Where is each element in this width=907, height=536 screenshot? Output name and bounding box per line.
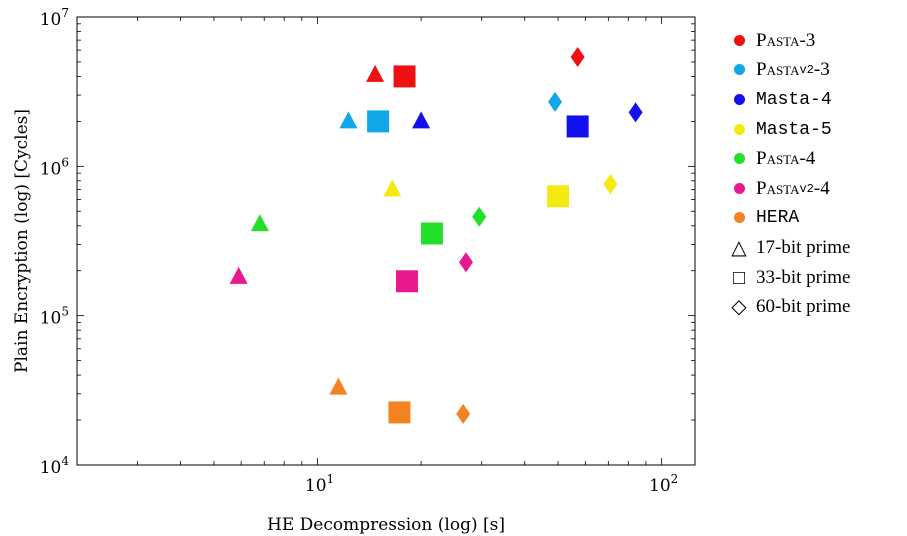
data-point-square	[547, 185, 570, 208]
legend-label: HERA	[756, 208, 800, 229]
legend-color-dot	[728, 119, 750, 141]
legend-entry: HERA	[728, 204, 850, 234]
legend-label: Pasta	[756, 177, 800, 199]
data-point-square	[367, 110, 390, 133]
data-point-square	[388, 401, 411, 424]
y-tick-label: 107	[40, 6, 69, 30]
legend-color-dot	[728, 178, 750, 200]
legend-label-suffix: -4	[813, 177, 830, 199]
triangle-icon: △	[731, 236, 747, 259]
axis-ticks	[76, 16, 695, 466]
data-point-diamond	[603, 174, 618, 195]
legend-entry: Masta -5	[728, 115, 850, 145]
legend-label-subscript: v2	[799, 63, 814, 78]
legend-entry-square: □ 33-bit prime	[728, 263, 851, 293]
data-point-triangle	[229, 266, 248, 284]
axis-tick-labels: 101 102 104 105 106 107	[40, 6, 679, 496]
x-axis-label: HE Decompression (log) [s]	[267, 515, 505, 535]
diamond-icon: ◇	[731, 296, 747, 319]
legend-entry-triangle: △ 17-bit prime	[728, 233, 850, 263]
y-tick-label: 104	[40, 454, 70, 478]
legend-color-dot	[728, 30, 750, 52]
data-point-square	[420, 222, 443, 245]
legend-label-subscript: v2	[799, 181, 814, 196]
legend-label: Masta	[756, 89, 811, 110]
legend-color-dot	[728, 59, 750, 81]
legend-label: 17-bit prime	[756, 236, 851, 258]
legend-entry: Pasta v2 -3	[728, 56, 850, 86]
data-point-square	[396, 270, 419, 293]
plot-frame	[76, 16, 696, 466]
legend-label: 60-bit prime	[756, 296, 851, 318]
data-point-diamond	[628, 102, 643, 123]
legend-entry: Masta -4	[728, 85, 850, 115]
data-point-diamond	[548, 91, 563, 112]
legend-label-suffix: -4	[810, 89, 832, 110]
legend-color-dot	[728, 148, 750, 170]
data-point-triangle	[412, 111, 431, 129]
legend-label-suffix: -3	[813, 59, 830, 81]
legend-label-suffix: -5	[810, 119, 832, 140]
data-point-square	[393, 65, 416, 88]
y-tick-label: 106	[40, 155, 69, 179]
x-tick-label: 102	[649, 472, 678, 496]
data-point-square	[566, 115, 589, 138]
data-point-triangle	[339, 111, 358, 129]
legend: Pasta -3 Pasta v2 -3 Masta -4 Masta -5 Pasta -4 Pas…	[728, 26, 850, 322]
legend-entry: Pasta v2 -4	[728, 174, 850, 204]
legend-label-suffix: -4	[799, 148, 816, 170]
data-point-diamond	[570, 46, 585, 67]
legend-color-dot	[728, 207, 750, 229]
legend-label: Masta	[756, 119, 811, 140]
y-tick-label: 105	[40, 305, 69, 329]
legend-entry: Pasta -3	[728, 26, 850, 56]
legend-label: Pasta	[756, 29, 800, 51]
y-axis-label: Plain Encryption (log) [Cycles]	[12, 109, 32, 373]
data-points	[229, 46, 643, 424]
data-point-diamond	[456, 403, 471, 424]
legend-label: 33-bit prime	[756, 266, 851, 288]
legend-entry: Pasta -4	[728, 144, 850, 174]
legend-color-dot	[728, 89, 750, 111]
data-point-diamond	[458, 252, 473, 273]
data-point-diamond	[472, 206, 487, 227]
data-point-triangle	[250, 214, 269, 232]
legend-entry-diamond: ◇ 60-bit prime	[728, 292, 850, 322]
x-tick-label: 101	[305, 472, 334, 496]
legend-label: Pasta	[756, 148, 800, 170]
square-icon: □	[732, 266, 746, 289]
legend-label-suffix: -3	[799, 29, 816, 51]
data-point-triangle	[366, 64, 385, 82]
data-point-triangle	[329, 377, 348, 395]
legend-label: Pasta	[756, 59, 800, 81]
data-point-triangle	[383, 179, 402, 197]
